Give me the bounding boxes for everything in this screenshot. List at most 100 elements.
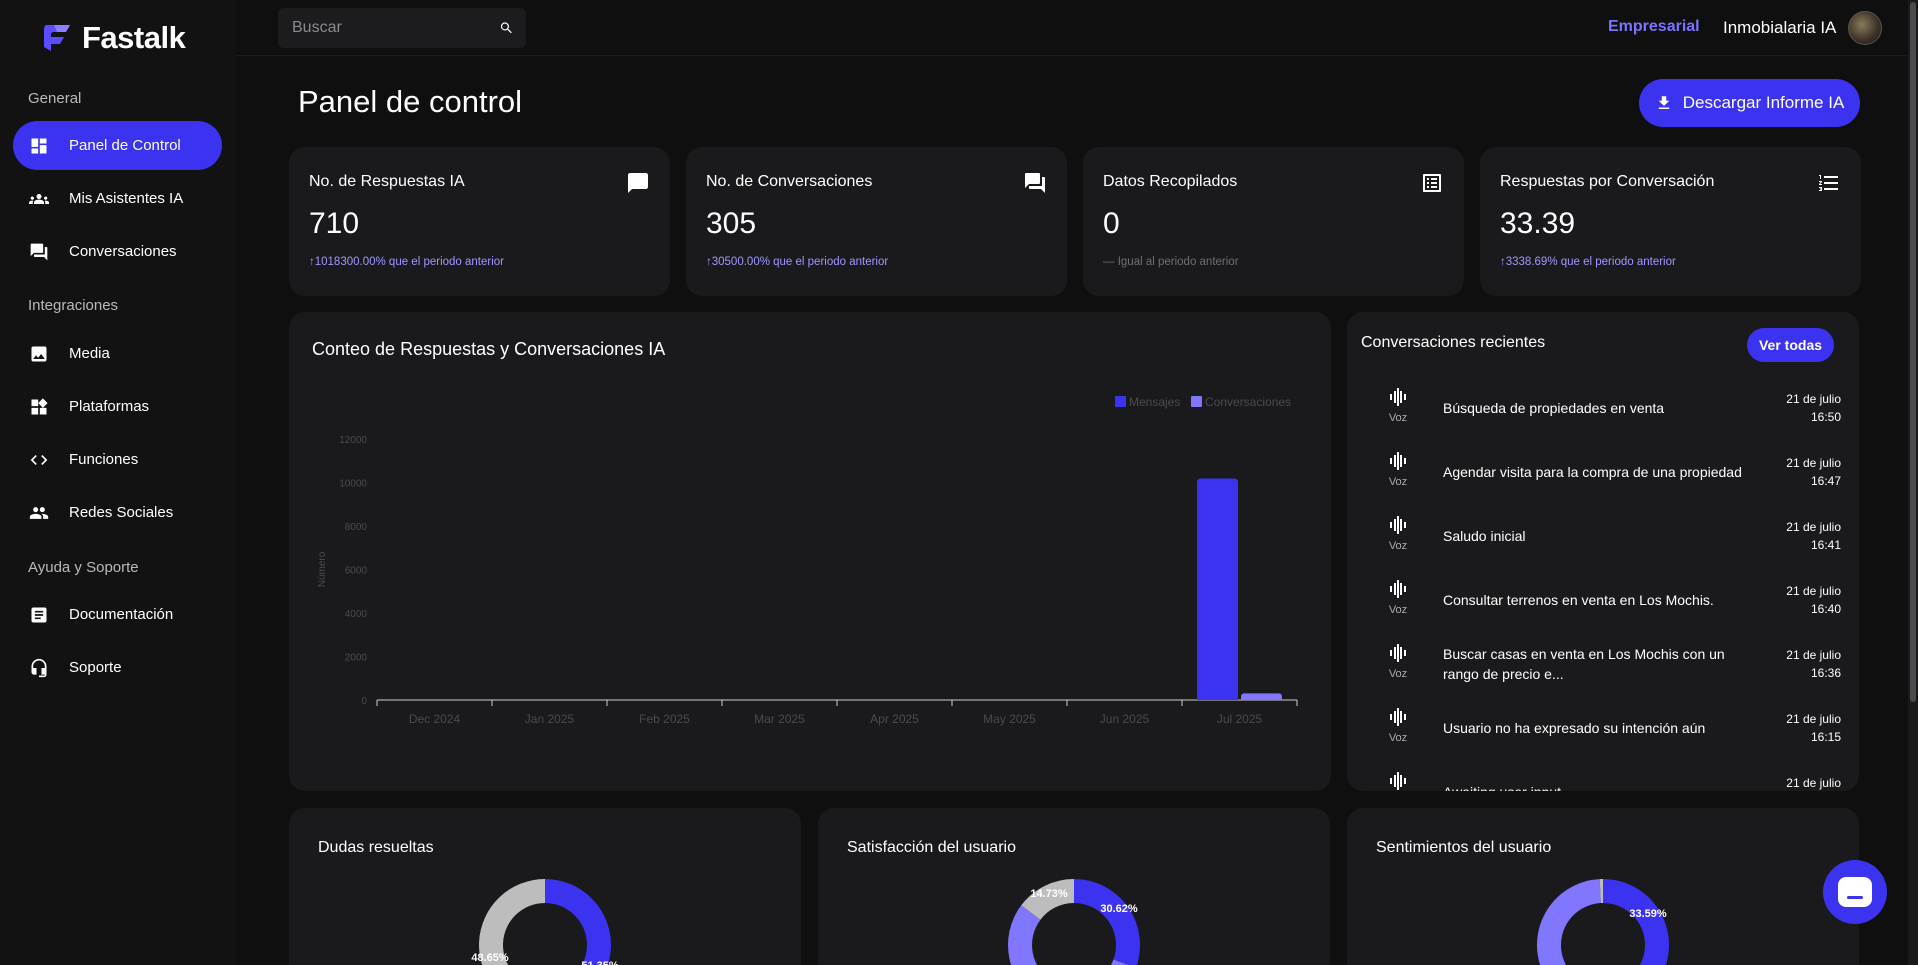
- sidebar-item-plataformas[interactable]: Plataformas: [13, 382, 222, 431]
- voice-wave-icon: [1390, 452, 1406, 470]
- x-tick-label: Mar 2025: [754, 712, 805, 726]
- donut-label: 51.35%: [581, 960, 619, 965]
- arrow-up-icon: ↑: [706, 256, 712, 268]
- voice-wave-icon: [1390, 580, 1406, 598]
- sidebar-item-label: Media: [69, 345, 110, 362]
- conversation-text: Awaiting user input: [1443, 782, 1753, 791]
- sidebar-item-label: Conversaciones: [69, 243, 177, 260]
- sidebar-item-conversaciones[interactable]: Conversaciones: [13, 227, 222, 276]
- sidebar-item-documentacion[interactable]: Documentación: [13, 590, 222, 639]
- conversation-text: Saludo inicial: [1443, 528, 1526, 544]
- company-name[interactable]: Inmobialaria IA: [1723, 18, 1837, 37]
- y-tick-label: 6000: [345, 566, 368, 577]
- y-tick-label: 10000: [339, 479, 367, 490]
- logo[interactable]: Fastalk: [40, 20, 186, 56]
- conversation-item[interactable]: Voz Agendar visita para la compra de una …: [1347, 452, 1859, 516]
- conversation-item[interactable]: Voz Consultar terrenos en venta en Los Mo…: [1347, 580, 1859, 644]
- bar-mensajes[interactable]: [1197, 478, 1238, 700]
- sidebar-item-soporte[interactable]: Soporte: [13, 643, 222, 692]
- document-icon: [31, 607, 47, 622]
- x-tick-label: Feb 2025: [639, 712, 690, 726]
- logo-icon: [44, 25, 70, 51]
- conversation-date: 21 de julio 16:15: [1786, 712, 1841, 744]
- sidebar-item-media[interactable]: Media: [13, 329, 222, 378]
- sidebar-item-funciones[interactable]: Funciones: [13, 435, 222, 484]
- card-satisfaccion: Satisfacción del usuario 30.62% 14.73%: [818, 808, 1330, 965]
- sidebar: Fastalk General Panel de Control Mis Asi…: [0, 0, 236, 965]
- stat-change: — Igual al periodo anterior: [1103, 256, 1239, 268]
- conversation-type: Voz: [1388, 476, 1408, 488]
- search-input[interactable]: [292, 19, 499, 37]
- plan-badge: Empresarial: [1608, 18, 1700, 35]
- search-box[interactable]: [278, 8, 526, 48]
- conversation-date: 21 de julio: [1786, 776, 1841, 790]
- stat-value: 710: [309, 207, 360, 240]
- x-tick-label: Jun 2025: [1100, 712, 1150, 726]
- sidebar-item-panel-de-control[interactable]: Panel de Control: [13, 121, 222, 170]
- sidebar-item-label: Panel de Control: [69, 137, 181, 154]
- page-title: Panel de control: [298, 84, 523, 119]
- y-tick-label: 4000: [345, 609, 368, 620]
- donut-slice[interactable]: [1537, 879, 1660, 965]
- chart-title: Conteo de Respuestas y Conversaciones IA: [312, 339, 666, 359]
- donut-slice[interactable]: [539, 879, 611, 965]
- donut-slice[interactable]: [479, 879, 545, 965]
- section-label-general: General: [28, 90, 82, 107]
- donut-slice[interactable]: [1599, 879, 1603, 904]
- donut-slice[interactable]: [1603, 879, 1669, 965]
- donut-slice[interactable]: [1074, 879, 1140, 965]
- bar-conversaciones[interactable]: [1241, 693, 1282, 700]
- arrow-up-icon: ↑: [309, 256, 315, 268]
- voice-wave-icon: [1390, 388, 1406, 406]
- voice-wave-icon: [1390, 772, 1406, 790]
- avatar[interactable]: [1848, 11, 1882, 45]
- stat-value: 33.39: [1500, 207, 1576, 240]
- conversation-text: Usuario no ha expresado su intención aún: [1443, 720, 1706, 736]
- legend-label[interactable]: Mensajes: [1129, 395, 1180, 409]
- donut-label: 14.73%: [1030, 888, 1068, 900]
- voice-wave-icon: [1390, 708, 1406, 726]
- conversation-item[interactable]: Voz Buscar casas en venta en Los Mochis c…: [1347, 644, 1859, 708]
- sidebar-item-label: Documentación: [69, 606, 174, 623]
- sidebar-item-label: Funciones: [69, 451, 139, 468]
- conversation-text: Agendar visita para la compra de una pro…: [1443, 464, 1742, 480]
- sidebar-item-mis-asistentes[interactable]: Mis Asistentes IA: [13, 174, 222, 223]
- arrow-up-icon: ↑: [1500, 256, 1506, 268]
- chat-widget-button[interactable]: [1823, 860, 1887, 924]
- card-sentimientos: Sentimientos del usuario 33.59%: [1347, 808, 1859, 965]
- chart-card: Conteo de Respuestas y Conversaciones IA…: [289, 312, 1331, 791]
- conversation-text: Consultar terrenos en venta en Los Mochi…: [1443, 592, 1714, 608]
- legend-label[interactable]: Conversaciones: [1205, 395, 1291, 409]
- card-title: Satisfacción del usuario: [847, 839, 1016, 856]
- dashboard-icon: [31, 138, 47, 153]
- forum-icon: [1025, 173, 1045, 193]
- page-scrollbar[interactable]: [1908, 0, 1918, 965]
- conversation-item[interactable]: Voz Usuario no ha expresado su intención …: [1347, 708, 1859, 772]
- search-icon[interactable]: [499, 17, 514, 39]
- y-tick-label: 0: [361, 696, 367, 707]
- scrollbar-thumb[interactable]: [1910, 2, 1916, 702]
- stat-value: 305: [706, 207, 757, 240]
- conversation-item[interactable]: Voz Saludo inicial 21 de julio 16:41: [1347, 516, 1859, 580]
- conversation-type: Voz: [1388, 668, 1408, 680]
- conversation-date: 21 de julio 16:36: [1786, 648, 1841, 680]
- x-tick-label: Apr 2025: [870, 712, 919, 726]
- donut-slice[interactable]: [1021, 879, 1074, 920]
- stat-change: ↑30500.00% que el periodo anterior: [706, 256, 889, 268]
- donut-slice[interactable]: [1008, 905, 1136, 965]
- donut-label: 30.62%: [1100, 903, 1138, 915]
- x-tick-label: Jan 2025: [525, 712, 575, 726]
- legend-swatch: [1115, 396, 1126, 407]
- y-tick-label: 12000: [339, 435, 367, 446]
- y-tick-label: 8000: [345, 522, 368, 533]
- forum-icon: [30, 243, 48, 260]
- download-report-button[interactable]: Descargar Informe IA: [1639, 79, 1860, 127]
- format-list-numbered-icon: [1819, 175, 1838, 191]
- conversation-item[interactable]: Voz Búsqueda de propiedades en venta 21 de…: [1347, 388, 1859, 452]
- view-all-button[interactable]: Ver todas: [1747, 328, 1834, 362]
- voice-wave-icon: [1390, 516, 1406, 534]
- stat-label: No. de Conversaciones: [706, 173, 873, 190]
- conversation-item[interactable]: VozAwaiting user input21 de julio: [1347, 772, 1859, 791]
- sidebar-item-redes-sociales[interactable]: Redes Sociales: [13, 488, 222, 537]
